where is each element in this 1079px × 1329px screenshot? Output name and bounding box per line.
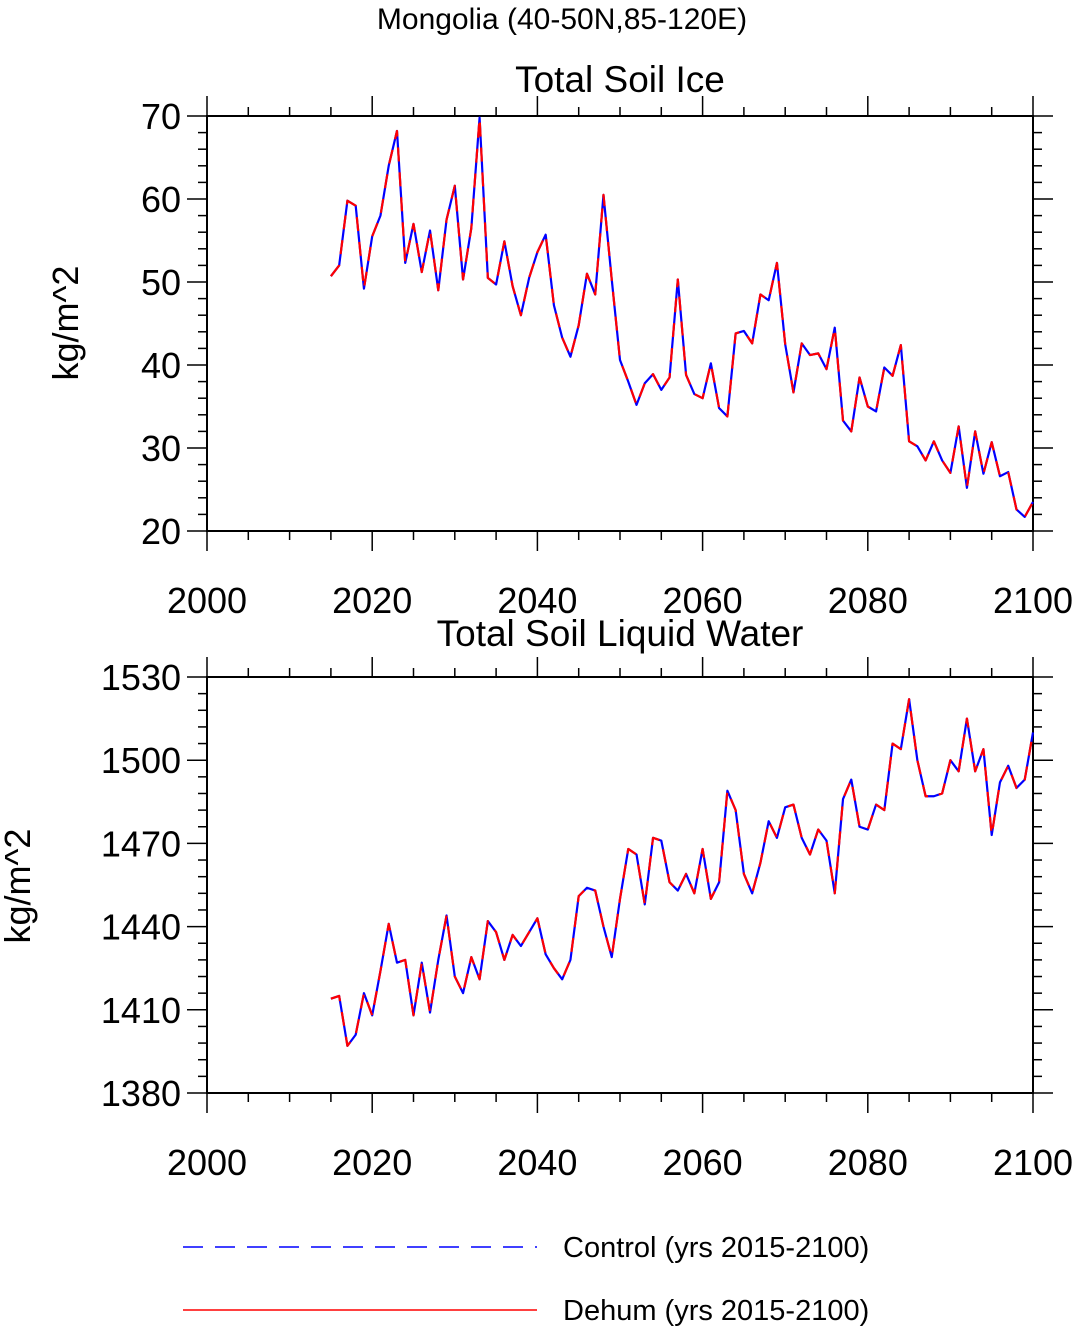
x-tick-label: 2100 [993, 580, 1073, 621]
y-tick-label: 50 [141, 262, 181, 303]
y-tick-label: 70 [141, 96, 181, 137]
x-tick-label: 2080 [828, 1142, 908, 1183]
x-tick-label: 2040 [497, 1142, 577, 1183]
figure-title: Mongolia (40-50N,85-120E) [377, 3, 747, 36]
x-tick-label: 2080 [828, 580, 908, 621]
chart-panel-soil-liquid-water: Total Soil Liquid Water kg/m^2 2000 2020 2… [0, 613, 1073, 1183]
series-line-control [330, 698, 1035, 1047]
x-tick-label: 2020 [332, 580, 412, 621]
legend-label-control: Control (yrs 2015-2100) [563, 1232, 869, 1264]
y-tick-label: 40 [141, 345, 181, 386]
series-line-dehum [330, 116, 1034, 518]
x-tick-label: 2000 [167, 580, 247, 621]
x-tick-label: 2020 [332, 1142, 412, 1183]
x-tick-label: 2040 [497, 580, 577, 621]
series-line-dehum [330, 698, 1035, 1047]
chart-title: Total Soil Liquid Water [437, 613, 804, 654]
y-tick-label: 1440 [101, 907, 181, 948]
y-axis-label: kg/m^2 [0, 829, 38, 944]
y-axis-label: kg/m^2 [45, 266, 86, 381]
y-tick-label: 20 [141, 511, 181, 552]
y-tick-label: 1500 [101, 740, 181, 781]
y-tick-label: 1410 [101, 990, 181, 1031]
legend: Control (yrs 2015-2100) Dehum (yrs 2015-… [183, 1232, 869, 1327]
chart-panel-soil-ice: Total Soil Ice kg/m^2 2000 2020 2040 2060 20… [45, 59, 1073, 621]
y-tick-label: 30 [141, 428, 181, 469]
y-tick-label: 1530 [101, 657, 181, 698]
plot-frame [206, 676, 1034, 1094]
chart-title: Total Soil Ice [515, 59, 725, 100]
y-tick-label: 60 [141, 179, 181, 220]
x-tick-label: 2060 [663, 1142, 743, 1183]
x-tick-label: 2100 [993, 1142, 1073, 1183]
legend-label-dehum: Dehum (yrs 2015-2100) [563, 1295, 869, 1327]
plot-frame [206, 115, 1034, 532]
y-tick-label: 1470 [101, 823, 181, 864]
y-tick-label: 1380 [101, 1073, 181, 1114]
x-tick-label: 2000 [167, 1142, 247, 1183]
x-tick-label: 2060 [663, 580, 743, 621]
